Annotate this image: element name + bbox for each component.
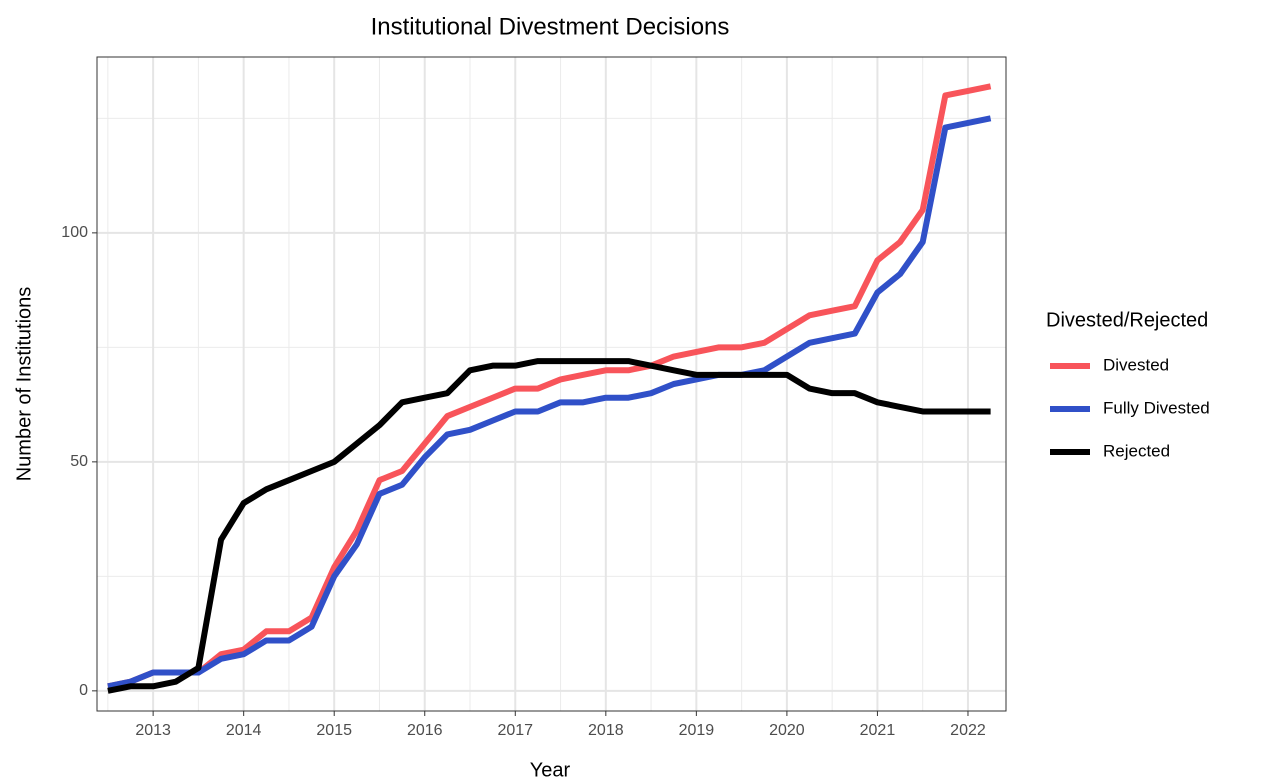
- x-tick-label: 2015: [316, 722, 352, 739]
- legend-label: Divested: [1103, 355, 1169, 374]
- line-series: [107, 115, 992, 690]
- line-series: [107, 358, 991, 694]
- panel-border: [96, 56, 1007, 712]
- x-tick-label: 2014: [226, 722, 262, 739]
- x-axis-label: Year: [530, 759, 571, 781]
- x-tick-label: 2021: [860, 722, 896, 739]
- x-tick-label: 2013: [135, 722, 171, 739]
- x-tick-label: 2016: [407, 722, 443, 739]
- x-tick-label: 2022: [950, 722, 986, 739]
- x-tick-label: 2018: [588, 722, 624, 739]
- x-tick-label: 2020: [769, 722, 805, 739]
- y-tick-label: 100: [61, 224, 88, 241]
- legend-title: Divested/Rejected: [1046, 309, 1208, 331]
- legend-label: Fully Divested: [1103, 398, 1210, 417]
- y-tick-label: 0: [79, 682, 88, 699]
- x-tick-label: 2019: [679, 722, 715, 739]
- chart-title: Institutional Divestment Decisions: [371, 13, 730, 40]
- legend-label: Rejected: [1103, 441, 1170, 460]
- y-axis-label: Number of Institutions: [13, 287, 35, 482]
- x-tick-label: 2017: [497, 722, 533, 739]
- line-series: [107, 83, 992, 690]
- y-tick-label: 50: [70, 453, 88, 470]
